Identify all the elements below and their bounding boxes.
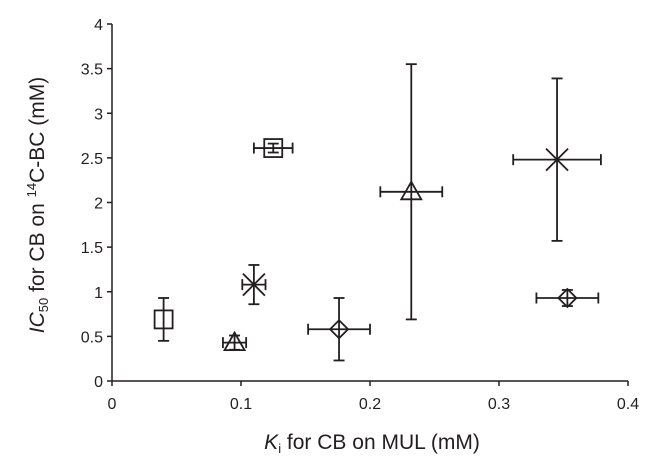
y-tick-label: 1.5: [81, 240, 103, 257]
y-axis-ticks: 0 0.5 1 1.5 2 2.5 3 3.5 4: [81, 17, 112, 391]
star-marker-stroke: [545, 148, 569, 172]
y-tick-label: 0.5: [81, 329, 103, 346]
data-points: [153, 63, 602, 362]
x-tick-label: 0.1: [230, 396, 252, 413]
data-point-diamond: [535, 287, 600, 309]
triangle-marker: [399, 179, 423, 201]
square-marker: [153, 309, 174, 330]
y-tick-label: 1: [94, 285, 103, 302]
x-axis-title: Ki for CB on MUL (mM): [264, 431, 480, 456]
x-axis-ticks: 0 0.1 0.2 0.3 0.4: [108, 381, 639, 413]
star-marker-stroke: [242, 272, 266, 297]
x-tick-label: 0.2: [359, 396, 381, 413]
y-tick-label: 4: [94, 17, 103, 34]
y-tick-label: 3.5: [81, 62, 103, 79]
x-tick-label: 0: [108, 396, 117, 413]
x-tick-label: 0.4: [617, 396, 639, 413]
data-point-star: [241, 264, 267, 306]
data-point-star: [512, 77, 602, 242]
y-axis-title: IC50 for CB on 14C-BC (mM): [24, 77, 51, 333]
diamond-marker: [328, 318, 350, 340]
data-point-square: [153, 297, 174, 342]
y-tick-label: 2.5: [81, 151, 103, 168]
data-point-diamond: [307, 297, 371, 362]
y-tick-label: 3: [94, 106, 103, 123]
data-point-square: [252, 138, 294, 158]
square-marker: [263, 138, 284, 158]
diamond-marker: [557, 287, 578, 309]
triangle-marker: [222, 330, 247, 352]
y-tick-label: 2: [94, 196, 103, 213]
data-point-triangle: [379, 63, 444, 321]
y-tick-label: 0: [94, 374, 103, 391]
x-tick-label: 0.3: [488, 396, 510, 413]
data-point-triangle: [222, 330, 248, 352]
